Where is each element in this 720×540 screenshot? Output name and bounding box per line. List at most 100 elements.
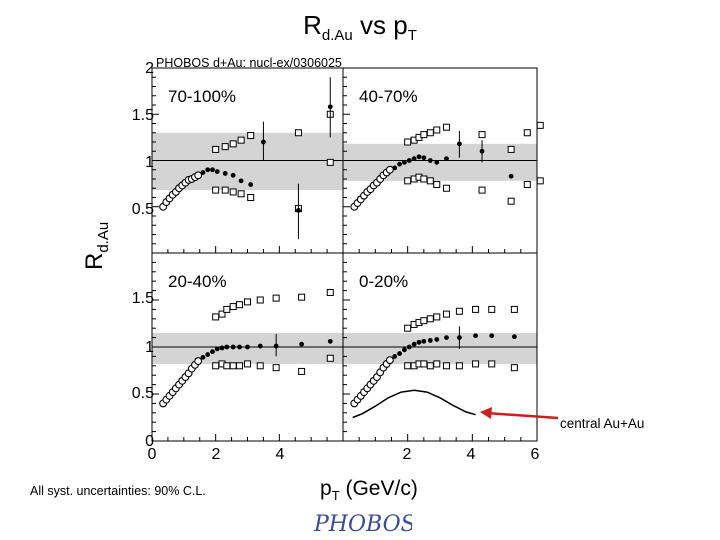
data-point [257, 343, 263, 349]
panel-3: 20-40% [151, 252, 344, 442]
annotation-arrowhead [480, 407, 492, 419]
data-point [230, 344, 236, 350]
panel-1: 70-100% [151, 67, 344, 254]
sys-upper-marker [272, 294, 280, 302]
sys-upper-marker [247, 132, 255, 140]
x-tick-label: 6 [531, 446, 540, 463]
data-point [411, 156, 417, 162]
sys-lower-marker [404, 362, 412, 370]
x-tick-label: 2 [212, 446, 221, 463]
data-point [489, 333, 495, 339]
data-point [194, 171, 203, 180]
sys-lower-marker [326, 354, 334, 362]
data-point [200, 354, 206, 360]
data-point [406, 158, 412, 163]
sys-lower-marker [223, 362, 231, 370]
x-tick-label: 0 [148, 446, 157, 463]
data-point [210, 349, 215, 355]
data-point [222, 171, 228, 176]
axis-label-group: 2 1.5 1 0.5 1.5 1 0.5 00 2 4 2 4 6 Rd.Au pT (GeV/c) cen… [81, 60, 644, 503]
data-point [473, 333, 478, 339]
sys-lower-marker [229, 362, 237, 370]
data-point [237, 344, 242, 350]
sys-upper-marker [404, 138, 412, 146]
sys-lower-marker [404, 177, 412, 185]
sys-upper-marker [326, 288, 334, 296]
sys-lower-marker [442, 184, 450, 192]
data-point [245, 344, 250, 350]
sys-upper-marker [221, 143, 229, 151]
sys-upper-marker [523, 129, 531, 137]
sys-upper-marker [426, 129, 434, 137]
data-point [200, 170, 206, 175]
sys-lower-marker [244, 360, 251, 368]
sys-upper-marker [223, 305, 231, 313]
x-tick-label: 4 [467, 446, 476, 463]
chart-title-rest: vs p [352, 10, 408, 40]
data-point [261, 139, 266, 145]
sys-upper-marker [237, 136, 245, 144]
data-point [416, 154, 422, 160]
annotation-arrow-line [485, 411, 559, 420]
y-tick-label: 0 [145, 433, 154, 450]
sys-lower-marker [420, 175, 428, 183]
sys-upper-marker [298, 293, 306, 301]
sys-lower-marker [433, 181, 441, 189]
data-point [299, 341, 305, 347]
data-point [238, 178, 244, 184]
x-tick-label: 4 [276, 446, 285, 463]
y-tick-label: 0.5 [132, 201, 154, 218]
sys-upper-marker [212, 145, 220, 153]
y-tick-label: 1.5 [132, 290, 154, 307]
data-point [421, 338, 427, 344]
logo-text: PHOBOS [313, 512, 412, 537]
sys-upper-marker [236, 301, 244, 309]
data-point [427, 338, 433, 343]
sys-upper-marker [404, 324, 412, 332]
sys-lower-marker [507, 197, 515, 205]
data-point [427, 158, 433, 163]
data-point [406, 344, 412, 350]
data-point [411, 341, 417, 347]
sys-upper-marker [218, 310, 226, 318]
data-point [296, 208, 301, 213]
footnote: All syst. uncertainties: 90% C.L. [30, 484, 206, 498]
data-point [327, 338, 333, 344]
sys-upper-marker [536, 121, 544, 129]
sys-upper-marker [472, 305, 480, 313]
data-point [230, 172, 236, 178]
sys-lower-marker [488, 360, 496, 368]
sys-upper-marker [478, 131, 486, 139]
sys-upper-marker [229, 140, 237, 148]
y-axis-label: Rd.Au [81, 222, 112, 270]
sys-lower-marker [247, 194, 255, 201]
data-point [397, 351, 402, 356]
sys-lower-marker [455, 362, 463, 370]
data-point [421, 155, 427, 161]
data-point [205, 167, 211, 173]
data-point [392, 354, 398, 359]
data-point [205, 352, 211, 357]
citation-label: PHOBOS d+Au: nucl-ex/0306025 [156, 56, 342, 70]
chart-title-subscript-2: T [407, 27, 417, 45]
systematic-band [152, 132, 343, 191]
panel-label: 70-100% [168, 87, 236, 106]
data-point [434, 159, 440, 165]
sys-lower-marker [442, 362, 450, 370]
data-point [248, 182, 254, 187]
sys-lower-marker [433, 360, 441, 368]
sys-lower-marker [237, 190, 245, 198]
sys-lower-marker [536, 177, 544, 185]
systematic-band [343, 332, 537, 364]
sys-lower-marker [236, 362, 244, 370]
data-point [479, 148, 485, 154]
sys-lower-marker [272, 364, 280, 372]
panel-label: 0-20% [359, 272, 408, 291]
sys-lower-marker [472, 360, 480, 368]
sys-upper-marker [229, 303, 237, 311]
chart-title-subscript: d.Au [321, 27, 353, 45]
data-point [273, 343, 279, 349]
sys-upper-marker [433, 313, 441, 321]
sys-upper-marker [442, 123, 450, 131]
